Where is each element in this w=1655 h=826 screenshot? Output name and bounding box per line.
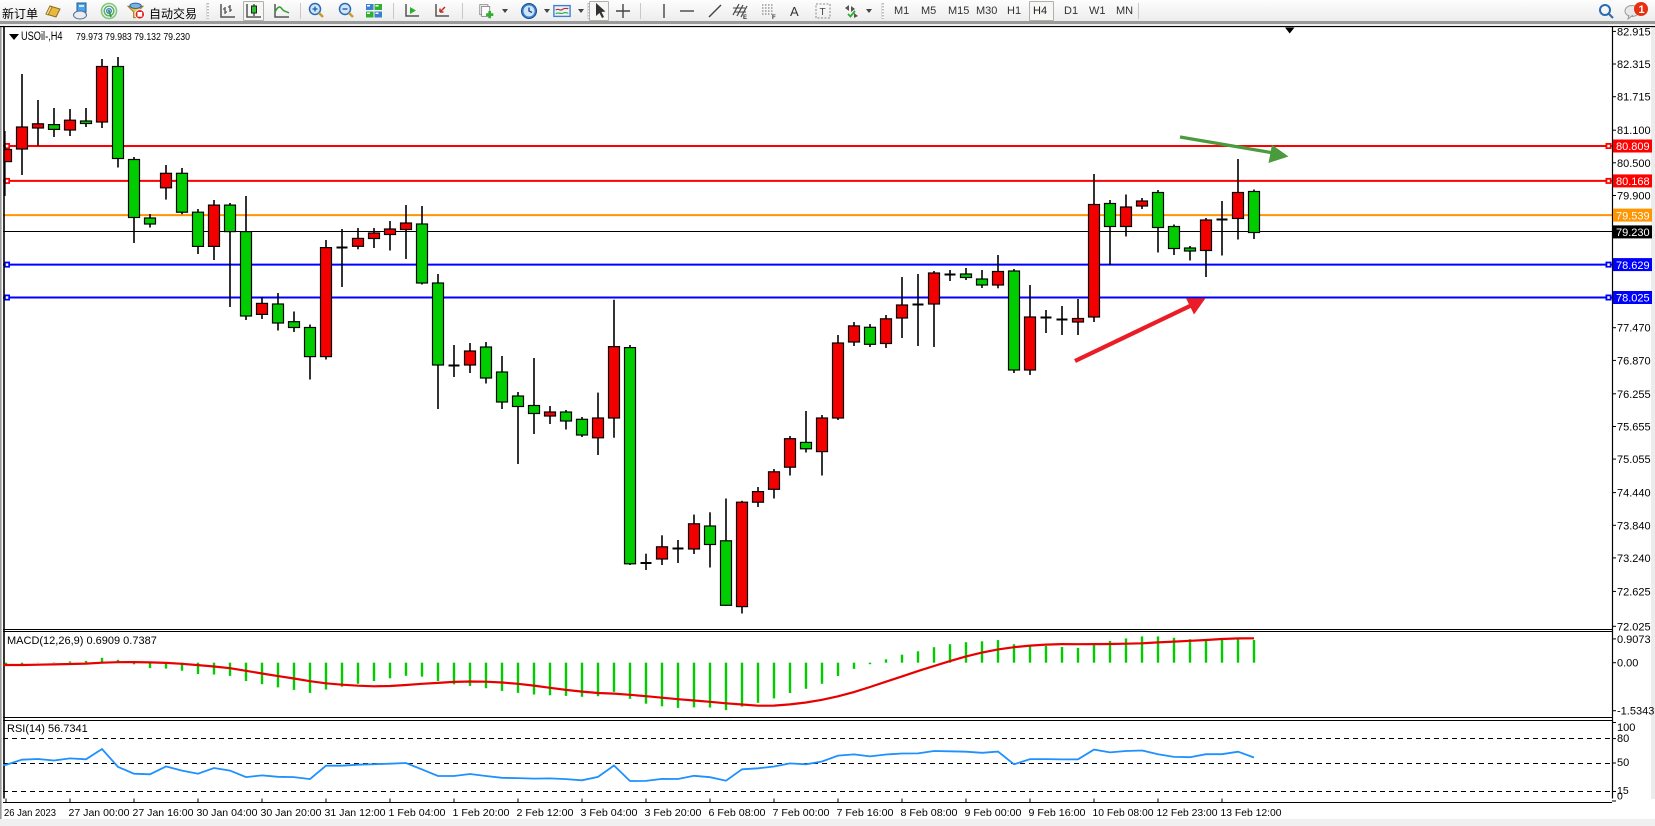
svg-text:80: 80 (1617, 733, 1629, 745)
svg-text:79.539: 79.539 (1616, 210, 1650, 222)
svg-text:79.973 79.983 79.132 79.230: 79.973 79.983 79.132 79.230 (76, 31, 190, 43)
svg-text:80.168: 80.168 (1616, 176, 1650, 188)
svg-text:78.629: 78.629 (1616, 260, 1650, 272)
svg-text:-1.5343: -1.5343 (1617, 706, 1654, 718)
svg-text:72.025: 72.025 (1617, 621, 1651, 633)
svg-text:6 Feb 08:00: 6 Feb 08:00 (709, 807, 766, 819)
svg-text:74.440: 74.440 (1617, 488, 1651, 500)
svg-text:0: 0 (1617, 791, 1623, 803)
svg-text:79.230: 79.230 (1616, 227, 1650, 239)
svg-text:82.915: 82.915 (1617, 26, 1651, 38)
svg-text:80.809: 80.809 (1616, 141, 1650, 153)
svg-text:E: E (743, 15, 747, 20)
svg-text:75.055: 75.055 (1617, 454, 1651, 466)
svg-text:75.655: 75.655 (1617, 422, 1651, 434)
svg-text:1 Feb 20:00: 1 Feb 20:00 (453, 807, 510, 819)
svg-text:72.625: 72.625 (1617, 586, 1651, 598)
svg-text:9 Feb 16:00: 9 Feb 16:00 (1029, 807, 1086, 819)
svg-text:13 Feb 12:00: 13 Feb 12:00 (1221, 807, 1282, 819)
svg-text:9 Feb 00:00: 9 Feb 00:00 (965, 807, 1022, 819)
svg-text:30 Jan 04:00: 30 Jan 04:00 (197, 807, 258, 819)
svg-text:78.025: 78.025 (1616, 293, 1650, 305)
svg-text:0.9073: 0.9073 (1617, 634, 1651, 646)
svg-text:12 Feb 23:00: 12 Feb 23:00 (1157, 807, 1218, 819)
svg-text:30 Jan 20:00: 30 Jan 20:00 (261, 807, 322, 819)
svg-text:2 Feb 12:00: 2 Feb 12:00 (517, 807, 574, 819)
svg-text:15: 15 (1617, 785, 1629, 797)
svg-text:1: 1 (1639, 4, 1645, 16)
svg-text:76.870: 76.870 (1617, 355, 1651, 367)
svg-text:3 Feb 20:00: 3 Feb 20:00 (645, 807, 702, 819)
svg-text:7 Feb 00:00: 7 Feb 00:00 (773, 807, 830, 819)
svg-text:MACD(12,26,9) 0.6909 0.7387: MACD(12,26,9) 0.6909 0.7387 (7, 635, 157, 647)
svg-text:F: F (772, 15, 776, 20)
svg-text:50: 50 (1617, 757, 1629, 769)
svg-text:100: 100 (1617, 722, 1635, 734)
svg-text:73.840: 73.840 (1617, 520, 1651, 532)
svg-text:81.715: 81.715 (1617, 92, 1651, 104)
svg-text:10 Feb 08:00: 10 Feb 08:00 (1093, 807, 1154, 819)
svg-text:0.00: 0.00 (1617, 658, 1638, 670)
svg-text:RSI(14) 56.7341: RSI(14) 56.7341 (7, 723, 88, 735)
svg-text:31 Jan 12:00: 31 Jan 12:00 (325, 807, 386, 819)
svg-text:82.315: 82.315 (1617, 59, 1651, 71)
svg-text:3 Feb 04:00: 3 Feb 04:00 (581, 807, 638, 819)
svg-text:8 Feb 08:00: 8 Feb 08:00 (901, 807, 958, 819)
svg-text:73.240: 73.240 (1617, 553, 1651, 565)
svg-text:81.100: 81.100 (1617, 125, 1651, 137)
svg-text:USOil-,H4: USOil-,H4 (21, 31, 63, 43)
svg-text:1 Feb 04:00: 1 Feb 04:00 (389, 807, 446, 819)
svg-text:80.500: 80.500 (1617, 158, 1651, 170)
svg-text:77.470: 77.470 (1617, 323, 1651, 335)
svg-text:27 Jan 00:00: 27 Jan 00:00 (69, 807, 130, 819)
svg-text:26 Jan 2023: 26 Jan 2023 (4, 807, 56, 819)
svg-text:27 Jan 16:00: 27 Jan 16:00 (133, 807, 194, 819)
svg-text:T: T (820, 7, 826, 18)
svg-text:76.255: 76.255 (1617, 389, 1651, 401)
svg-text:79.900: 79.900 (1617, 191, 1651, 203)
svg-text:7 Feb 16:00: 7 Feb 16:00 (837, 807, 894, 819)
